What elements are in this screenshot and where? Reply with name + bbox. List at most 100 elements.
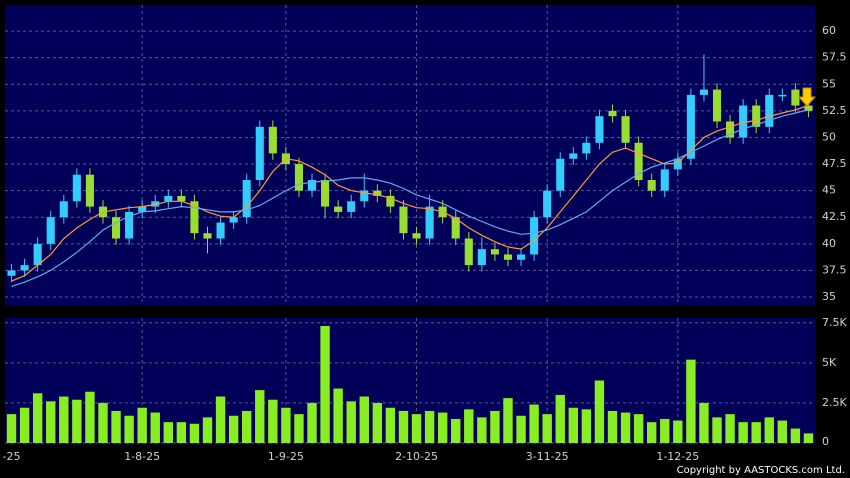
candle-body <box>686 94 695 159</box>
volume-bar <box>372 402 383 443</box>
candle-body <box>582 142 591 154</box>
volume-bar <box>777 420 788 443</box>
candle-body <box>347 201 356 212</box>
signal-arrow <box>797 87 817 107</box>
volume-bar <box>333 388 343 443</box>
volume-bar <box>751 422 761 443</box>
y-tick-label: 7.5K <box>822 316 847 329</box>
candle-body <box>360 190 369 202</box>
volume-bar <box>385 407 396 443</box>
x-tick-label: 3-11-25 <box>526 450 569 463</box>
candle-body <box>255 126 264 180</box>
candle-body <box>321 180 330 207</box>
candle-body <box>608 110 617 117</box>
volume-bar <box>6 414 17 443</box>
volume-bar <box>607 410 618 443</box>
x-tick-label: 2-10-25 <box>395 450 438 463</box>
candle-body <box>516 254 526 260</box>
candle-body <box>699 89 709 95</box>
volume-bar <box>359 396 369 443</box>
volume-bar <box>490 410 500 443</box>
candle-body <box>294 164 304 191</box>
candle-body <box>7 270 16 276</box>
price-panel <box>5 5 815 305</box>
volume-bar <box>411 414 422 443</box>
volume-bar <box>19 407 30 443</box>
candle-body <box>634 142 643 180</box>
candle-body <box>399 206 408 234</box>
candle-body <box>177 195 186 202</box>
volume-bar <box>712 417 722 443</box>
volume-bar <box>268 399 278 443</box>
y-tick-label: 37.5 <box>822 263 847 276</box>
candle-body <box>190 201 199 234</box>
candle-body <box>791 89 800 106</box>
candle-body <box>569 153 578 159</box>
x-tick-label: 1-9-25 <box>268 450 304 463</box>
volume-bar <box>398 410 409 443</box>
volume-bar <box>451 418 461 443</box>
volume-bar <box>725 414 735 443</box>
volume-bar <box>803 433 814 443</box>
volume-bar <box>764 417 774 443</box>
candle-body <box>242 180 251 218</box>
y-tick-label: 5K <box>822 356 837 369</box>
candle-body <box>203 233 212 239</box>
volume-bar <box>137 407 147 443</box>
candle-body <box>673 158 682 170</box>
candle-body <box>334 206 343 212</box>
y-tick-label: 52.5 <box>822 104 847 117</box>
volume-bar <box>189 423 200 443</box>
volume-bar <box>620 412 631 443</box>
volume-bar <box>241 410 252 443</box>
y-tick-label: 55 <box>822 77 836 90</box>
candle-body <box>477 249 486 266</box>
candle-body <box>20 265 29 271</box>
candle-body <box>85 174 94 207</box>
volume-bar <box>503 398 513 443</box>
y-tick-label: 50 <box>822 130 836 143</box>
y-tick-label: 42.5 <box>822 210 847 223</box>
volume-bar <box>111 410 121 443</box>
volume-bar <box>98 402 108 443</box>
y-tick-label: 45 <box>822 184 836 197</box>
y-tick-label: 0 <box>822 435 829 448</box>
candle-body <box>765 94 774 127</box>
volume-bar <box>738 422 748 443</box>
candle-body <box>464 238 473 266</box>
volume-bar <box>215 396 226 443</box>
volume-bar <box>320 326 330 443</box>
volume-bar <box>228 415 239 443</box>
y-tick-label: 47.5 <box>822 157 847 170</box>
volume-bar <box>464 409 474 443</box>
candle-body <box>268 126 277 154</box>
candle-body <box>373 190 382 196</box>
candle-body <box>72 174 81 202</box>
candle-body <box>660 169 669 191</box>
volume-bar <box>281 407 291 443</box>
candle-body <box>752 105 761 127</box>
volume-bar <box>699 402 709 443</box>
moving-average-line <box>11 104 809 282</box>
candle-body <box>556 158 565 191</box>
y-tick-label: 35 <box>822 290 836 303</box>
volume-bar <box>32 393 43 443</box>
candle-body <box>216 222 225 239</box>
candle-body <box>125 211 134 239</box>
volume-bar <box>437 412 448 443</box>
volume-bar <box>46 401 56 443</box>
volume-bar <box>477 417 487 443</box>
volume-bar <box>59 396 69 443</box>
candle-body <box>595 116 604 143</box>
x-tick-label: 1-12-25 <box>656 450 699 463</box>
y-tick-label: 57.5 <box>822 51 847 64</box>
candle-body <box>386 195 395 207</box>
candle-body <box>712 89 722 122</box>
candle-body <box>739 105 748 138</box>
candle-body <box>412 233 421 239</box>
candle-body <box>621 116 630 143</box>
candle-body <box>647 180 656 191</box>
candle-body <box>543 190 552 218</box>
